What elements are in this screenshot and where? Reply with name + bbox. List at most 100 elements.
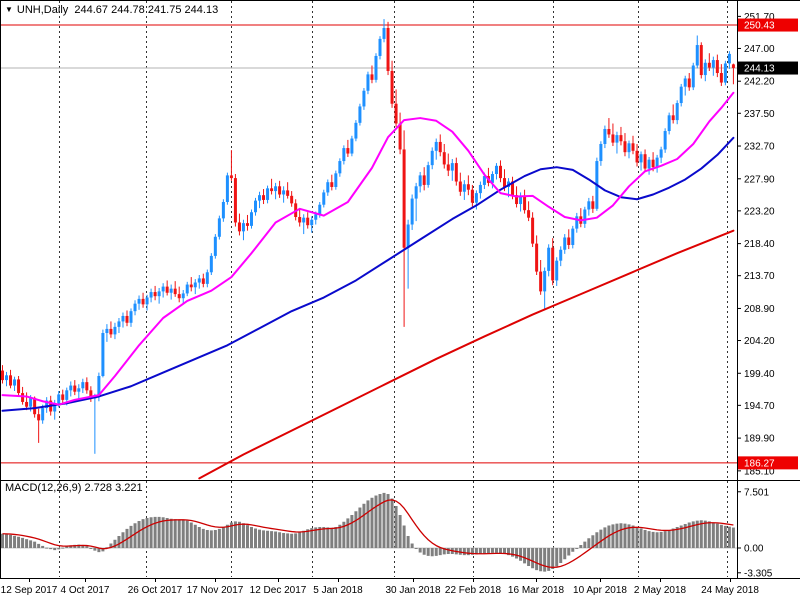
macd-bar <box>719 524 723 549</box>
macd-bar <box>627 524 631 549</box>
price-badge-label: 244.13 <box>744 64 775 75</box>
candle-body <box>77 388 81 392</box>
candle-body <box>97 376 101 398</box>
candle-body <box>707 62 711 68</box>
candle-body <box>511 181 515 196</box>
candle-body <box>667 115 671 132</box>
candle-body <box>57 394 61 404</box>
candle-body <box>639 154 643 163</box>
y-axis-label: 247.00 <box>744 44 775 55</box>
macd-bar <box>334 527 338 549</box>
symbol-ohlc-header: ▼ UNH,Daily 244.67 244.78 241.75 244.13 <box>5 4 218 16</box>
macd-bar <box>5 534 9 549</box>
y-axis-label: 208.90 <box>744 304 775 315</box>
macd-bar <box>462 548 466 556</box>
y-axis-label: 204.20 <box>744 336 775 347</box>
candle-body <box>101 333 105 377</box>
candle-body <box>551 247 555 281</box>
macd-bar <box>663 531 667 549</box>
macd-bar <box>651 531 655 549</box>
candle-body <box>651 159 655 168</box>
candle-body <box>671 115 675 121</box>
macd-bar <box>358 507 362 549</box>
macd-bar <box>635 527 639 549</box>
macd-bar <box>286 533 290 549</box>
macd-bar <box>278 532 282 549</box>
macd-bar <box>13 535 17 549</box>
macd-bar <box>527 548 531 567</box>
candle-body <box>53 403 57 412</box>
candle-body <box>410 198 414 225</box>
candle-body <box>655 157 659 168</box>
candle-body <box>378 38 382 56</box>
macd-bar <box>703 520 707 549</box>
macd-bar <box>374 495 378 549</box>
macd-bar <box>711 522 715 549</box>
candle-body <box>627 143 631 153</box>
macd-bar <box>438 548 442 556</box>
macd-bar <box>426 548 430 556</box>
macd-bar <box>507 548 511 556</box>
macd-bar <box>687 522 691 549</box>
candle-body <box>635 150 639 163</box>
macd-bar <box>310 528 314 549</box>
candle-body <box>109 328 113 335</box>
macd-bar <box>386 494 390 549</box>
macd-bar <box>406 536 410 549</box>
macd-bar <box>366 500 370 549</box>
macd-signal-line <box>2 499 734 569</box>
candle-body <box>161 286 165 292</box>
x-axis-label: 5 Jan 2018 <box>313 585 363 596</box>
symbol-dropdown-icon[interactable]: ▼ <box>5 5 13 14</box>
candle-body <box>523 195 527 211</box>
macd-bar <box>543 548 547 572</box>
y-axis-label: 189.90 <box>744 434 775 445</box>
macd-bar <box>442 548 446 555</box>
macd-bar <box>262 530 266 549</box>
macd-bar <box>515 548 519 559</box>
candle-body <box>571 228 575 245</box>
candle-body <box>442 152 446 165</box>
macd-bar <box>318 527 322 549</box>
candle-body <box>157 291 161 297</box>
macd-bar <box>338 524 342 549</box>
macd-bar <box>619 523 623 549</box>
candle-body <box>13 379 17 386</box>
macd-axis-label: 7.501 <box>744 487 769 498</box>
candle-body <box>274 186 278 192</box>
candle-body <box>9 375 13 386</box>
candle-body <box>715 60 719 74</box>
candle-body <box>169 288 173 293</box>
macd-bar <box>221 527 225 549</box>
candle-body <box>17 379 21 394</box>
candle-body <box>731 64 735 69</box>
macd-bar <box>402 525 406 549</box>
x-axis-label: 24 May 2018 <box>701 585 759 596</box>
candle-body <box>531 217 535 244</box>
macd-main-value: 2.728 <box>84 482 113 494</box>
candle-body <box>286 190 290 196</box>
y-axis-label: 251.70 <box>744 12 775 23</box>
macd-bar <box>77 544 81 549</box>
candle-body <box>125 315 129 323</box>
candle-body <box>1 370 4 381</box>
price-badge-label: 186.27 <box>744 458 775 469</box>
macd-bar <box>153 516 157 549</box>
candle-body <box>262 195 266 200</box>
macd-bar <box>241 523 245 549</box>
x-axis-label: 12 Sep 2017 <box>1 585 58 596</box>
candle-body <box>318 204 322 215</box>
candle-body <box>201 278 205 284</box>
candle-body <box>382 27 386 39</box>
y-axis-label: 218.40 <box>744 239 775 250</box>
candle-body <box>237 222 241 232</box>
candle-body <box>727 53 731 64</box>
candle-body <box>398 123 402 150</box>
macd-bar <box>647 531 651 549</box>
macd-bar <box>707 521 711 549</box>
candle-body <box>314 214 318 220</box>
macd-bar <box>117 536 121 549</box>
macd-bar <box>599 529 603 549</box>
